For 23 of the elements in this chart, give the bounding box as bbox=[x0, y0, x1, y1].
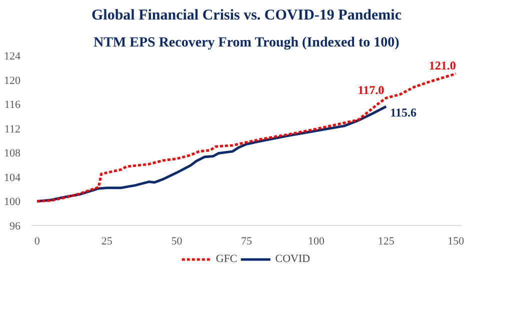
y-tick-label: 100 bbox=[4, 196, 21, 208]
y-tick-label: 116 bbox=[4, 99, 21, 112]
x-tick-label: 0 bbox=[34, 236, 40, 248]
x-tick-label: 75 bbox=[241, 236, 252, 248]
x-tick-label: 125 bbox=[378, 236, 395, 248]
data-label: 121.0 bbox=[428, 58, 456, 73]
legend-label: GFC bbox=[216, 253, 238, 265]
data-label: 115.6 bbox=[390, 106, 416, 120]
chart-title: Global Financial Crisis vs. COVID-19 Pandemic bbox=[91, 8, 402, 24]
y-tick-label: 96 bbox=[10, 220, 21, 232]
x-tick-label: 25 bbox=[101, 236, 113, 248]
y-tick-label: 112 bbox=[4, 123, 20, 136]
data-label: 117.0 bbox=[358, 83, 384, 97]
x-tick-label: 100 bbox=[308, 236, 326, 248]
y-tick-label: 108 bbox=[4, 148, 21, 160]
x-tick-label: 50 bbox=[171, 236, 183, 248]
y-tick-label: 124 bbox=[4, 50, 21, 62]
y-tick-label: 104 bbox=[4, 172, 21, 184]
line-series bbox=[36, 72, 458, 202]
x-tick-label: 150 bbox=[448, 236, 465, 248]
legend-label: COVID bbox=[275, 253, 310, 265]
y-tick-label: 120 bbox=[4, 74, 21, 87]
chart-subtitle: NTM EPS Recovery From Trough (Indexed to 100) bbox=[93, 36, 400, 50]
